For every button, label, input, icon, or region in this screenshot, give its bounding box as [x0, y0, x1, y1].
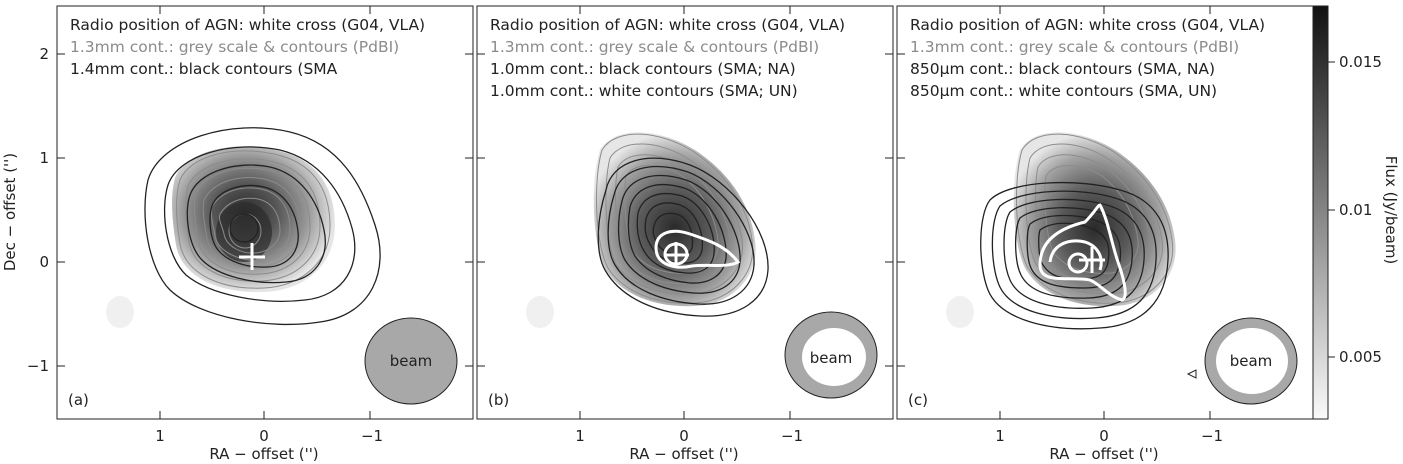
panel-a: beam Radio position of AGN: white cross … [56, 5, 474, 463]
panel-a-label: (a) [68, 391, 89, 409]
panel-a-ticks [57, 6, 473, 419]
panel-a-black-contours [144, 127, 381, 326]
panel-c-agn-cross [1079, 247, 1105, 273]
colorbar-tick-0015: 0.015 [1339, 53, 1382, 71]
colorbar-gradient [1312, 5, 1329, 420]
panel-b-xtick-minus1: −1 [781, 427, 803, 445]
panel-c-greyscale [946, 132, 1176, 328]
panel-a-legend-line-2: 1.3mm cont.: grey scale & contours (PdBI… [70, 38, 399, 56]
panel-a-frame [56, 5, 474, 420]
colorbar: 0.015 0.01 0.005 Flux (Jy/beam) [1312, 5, 1400, 420]
panel-a-xtick-0: 0 [259, 427, 269, 445]
panel-c-xlabel: RA − offset ('') [1049, 445, 1158, 463]
panel-b-ticks [477, 6, 893, 419]
panel-a-greyscale [106, 146, 335, 328]
panel-b-frame [476, 5, 894, 420]
panel-a-agn-cross [239, 243, 265, 270]
panel-c-legend-line-3: 850μm cont.: black contours (SMA, NA) [910, 60, 1215, 78]
panel-b-legend-line-1: Radio position of AGN: white cross (G04,… [490, 16, 845, 34]
ytick-1: 1 [39, 149, 49, 167]
panel-a-xtick-1: 1 [155, 427, 165, 445]
panel-c-beam-label: beam [1230, 352, 1273, 370]
panel-c-ticks [897, 6, 1211, 419]
panel-c-black-contours [980, 181, 1169, 330]
colorbar-tick-001: 0.01 [1339, 201, 1372, 219]
panel-a-xlabel: RA − offset ('') [209, 445, 318, 463]
panel-b: beam Radio position of AGN: white cross … [476, 5, 894, 463]
panel-b-xtick-1: 1 [575, 427, 585, 445]
panel-a-legend: Radio position of AGN: white cross (G04,… [70, 16, 425, 78]
ylabel: Dec − offset ('') [1, 153, 19, 271]
panel-b-beam: beam [784, 311, 878, 399]
panel-b-legend-line-2: 1.3mm cont.: grey scale & contours (PdBI… [490, 38, 819, 56]
colorbar-tick-0005: 0.005 [1339, 348, 1382, 366]
panel-c-beam: beam [1186, 317, 1298, 405]
panel-b-legend: Radio position of AGN: white cross (G04,… [490, 16, 845, 100]
panel-c-legend: Radio position of AGN: white cross (G04,… [910, 16, 1265, 100]
panel-c-xtick-0: 0 [1099, 427, 1109, 445]
panel-b-xtick-0: 0 [679, 427, 689, 445]
panel-c-xtick-minus1: −1 [1201, 427, 1223, 445]
panel-b-beam-label: beam [810, 349, 853, 367]
panel-a-beam-label: beam [390, 352, 433, 370]
ytick-minus1: −1 [27, 357, 49, 375]
panel-a-legend-line-1: Radio position of AGN: white cross (G04,… [70, 16, 425, 34]
panel-c: beam Radio position of AGN: white cross … [896, 5, 1314, 463]
panel-b-legend-line-3: 1.0mm cont.: black contours (SMA; NA) [490, 60, 796, 78]
panel-b-greyscale [526, 132, 756, 328]
panel-c-label: (c) [908, 391, 928, 409]
panel-b-agn-cross [664, 242, 689, 267]
panel-c-legend-line-2: 1.3mm cont.: grey scale & contours (PdBI… [910, 38, 1239, 56]
y-axis: 2 1 0 −1 Dec − offset ('') [1, 45, 49, 375]
colorbar-label: Flux (Jy/beam) [1382, 156, 1400, 265]
panel-a-beam: beam [364, 317, 458, 405]
panel-b-black-contours [597, 157, 769, 317]
panel-b-xlabel: RA − offset ('') [629, 445, 738, 463]
panel-a-xtick-minus1: −1 [361, 427, 383, 445]
panel-b-legend-line-4: 1.0mm cont.: white contours (SMA; UN) [490, 82, 798, 100]
panel-a-grey-contours [176, 150, 331, 289]
panel-c-xtick-1: 1 [995, 427, 1005, 445]
ytick-0: 0 [39, 253, 49, 271]
panel-b-label: (b) [488, 391, 509, 409]
panel-c-legend-line-4: 850μm cont.: white contours (SMA, UN) [910, 82, 1217, 100]
panel-a-legend-line-3: 1.4mm cont.: black contours (SMA [70, 60, 338, 78]
ytick-2: 2 [39, 45, 49, 63]
panel-c-legend-line-1: Radio position of AGN: white cross (G04,… [910, 16, 1265, 34]
